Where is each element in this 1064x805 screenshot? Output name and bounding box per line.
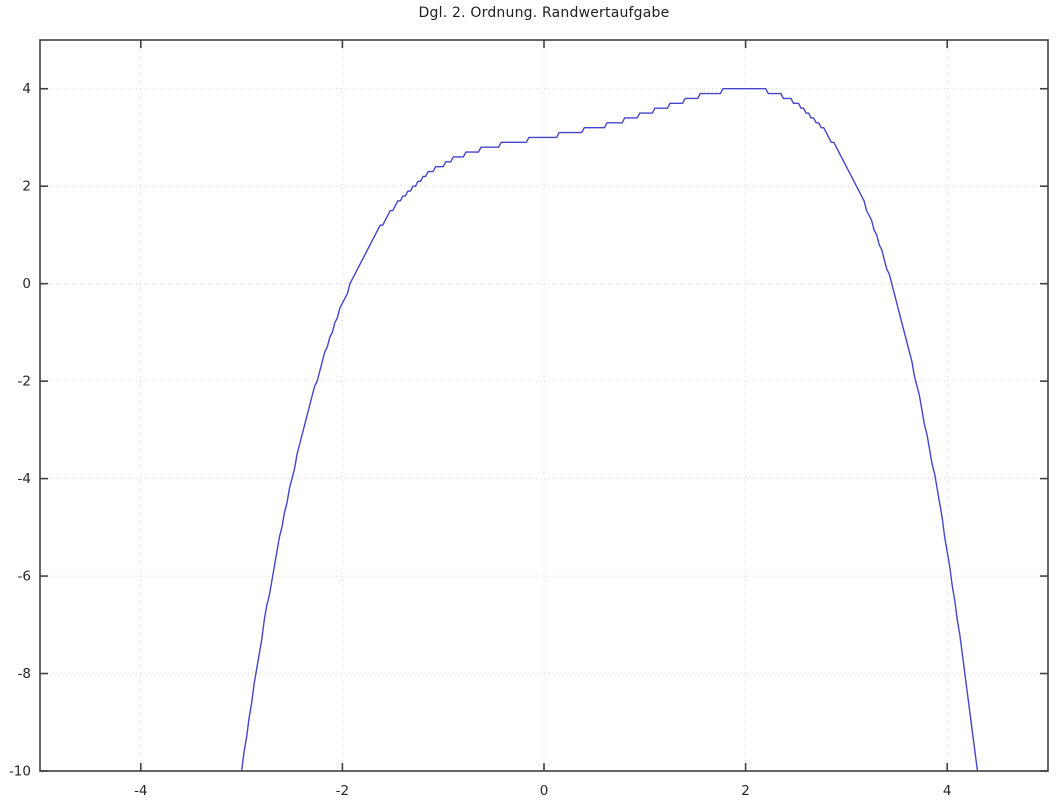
y-tick-label: 2: [22, 179, 31, 195]
x-tick-label: 4: [943, 783, 952, 799]
chart-title: Dgl. 2. Ordnung. Randwertaufgabe: [418, 5, 670, 21]
x-tick-label: 0: [540, 783, 549, 799]
y-tick-label: -6: [18, 569, 31, 585]
y-tick-label: -4: [18, 471, 31, 487]
y-tick-label: -2: [18, 374, 31, 390]
plot-border: [39, 39, 1049, 772]
y-tick-label: 0: [22, 276, 31, 292]
x-tick-label: -4: [134, 783, 147, 799]
y-tick-label: -8: [18, 666, 31, 682]
x-tick-label: -2: [336, 783, 349, 799]
y-tick-label: -10: [9, 764, 31, 780]
solution-curve: [240, 88, 979, 771]
x-tick-label: 2: [741, 783, 750, 799]
y-tick-label: 4: [22, 81, 31, 97]
